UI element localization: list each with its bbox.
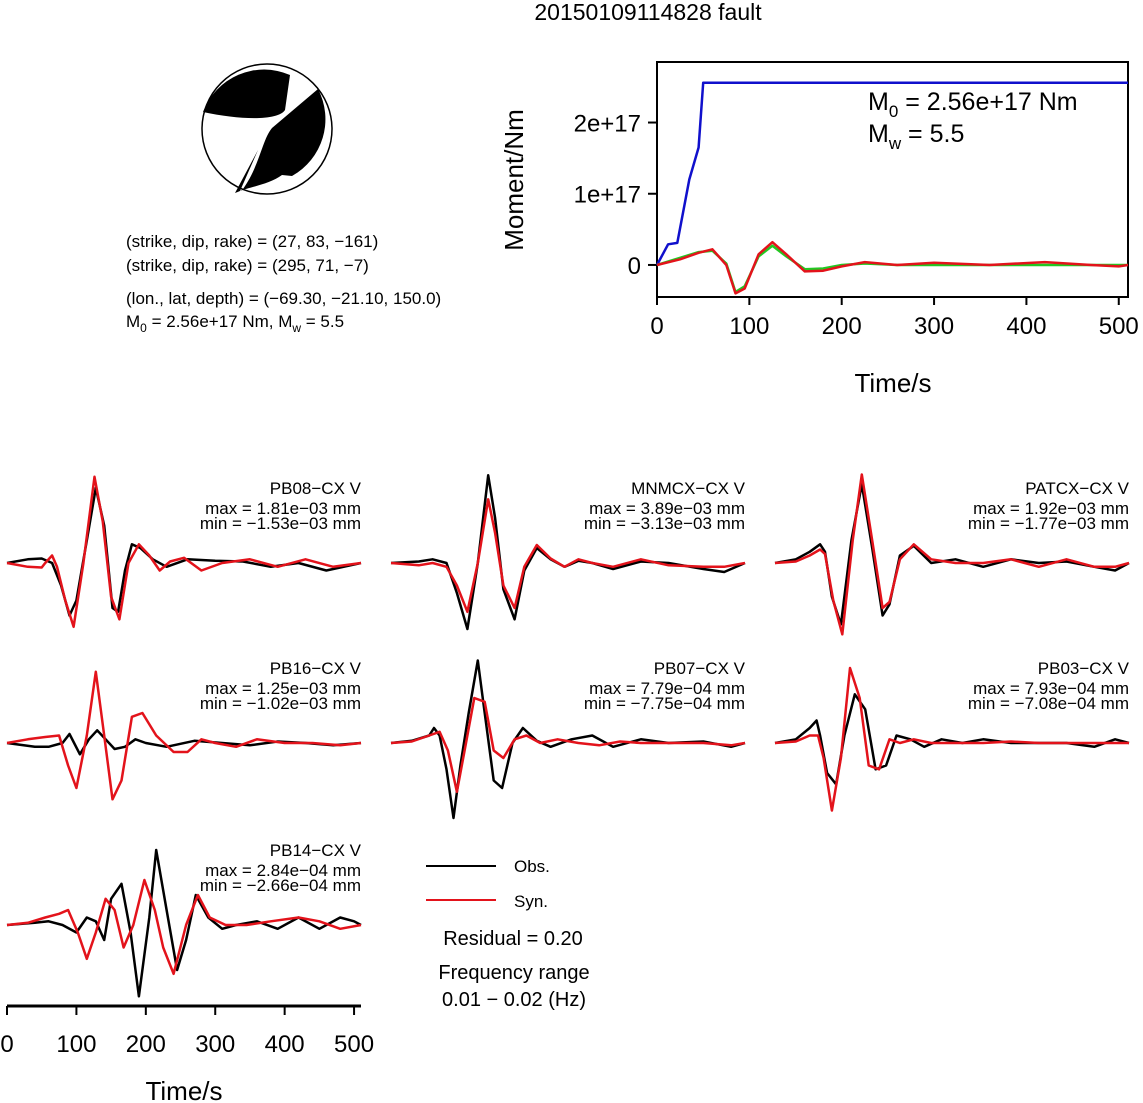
station-min: min = −7.75e−04 mm (584, 694, 745, 713)
waveform-time-axis: Time/s 0 100 200 300 400 500 (0, 1004, 374, 1103)
beachball-compressional-lower (240, 89, 326, 191)
moment-y-tick-label: 1e+17 (574, 182, 641, 209)
moment-annotation-mw: Mw = 5.5 (868, 120, 964, 153)
moment-x-axis-label: Time/s (854, 368, 931, 398)
moment-function-line (655, 81, 1128, 266)
moment-x-tick-label: 500 (1099, 313, 1139, 340)
observed-trace (6, 848, 362, 998)
moment-x-tick-label: 100 (729, 313, 769, 340)
moment-y-tick-label: 0 (628, 253, 641, 280)
synthetic-moment-trace (656, 240, 1129, 295)
moment-x-axis: 0 100 200 300 400 500 (650, 297, 1139, 340)
station-max: max = 3.89e−03 mm (589, 499, 745, 518)
figure-title: 20150109114828 fault (534, 0, 762, 25)
beachball-compressional-upper (203, 69, 290, 119)
moment-x-tick-label: 200 (822, 313, 862, 340)
plane2-text: (strike, dip, rake) = (295, 71, −7) (126, 256, 369, 275)
station-min: min = −1.02e−03 mm (200, 694, 361, 713)
waveform-x-tick-label: 500 (334, 1031, 374, 1058)
synthetic-trace (6, 475, 362, 629)
station-max: max = 7.93e−04 mm (973, 679, 1129, 698)
source-info: (strike, dip, rake) = (27, 83, −161) (st… (126, 232, 441, 335)
moment-annotation-m0: M0 = 2.56e+17 Nm (868, 88, 1078, 121)
station-name: MNMCX−CX V (631, 479, 745, 498)
moment-x-tick-label: 300 (914, 313, 954, 340)
station-min: min = −1.53e−03 mm (200, 514, 361, 533)
station-name: PB03−CX V (1038, 659, 1130, 678)
moment-y-axis-label: Moment/Nm (499, 109, 529, 251)
synthetic-trace (774, 666, 1129, 812)
location-text: (lon., lat, depth) = (−69.30, −21.10, 15… (126, 289, 441, 308)
synthetic-trace (390, 498, 746, 614)
beachball (201, 63, 333, 195)
moment-y-axis: 0 1e+17 2e+17 (574, 111, 657, 280)
waveform-x-tick-label: 0 (0, 1031, 13, 1058)
synthetic-trace (6, 878, 362, 976)
station-min: min = −3.13e−03 mm (584, 514, 745, 533)
station-name: PB08−CX V (270, 479, 362, 498)
station-name: PATCX−CX V (1025, 479, 1129, 498)
waveform-x-tick-label: 400 (265, 1031, 305, 1058)
observed-trace (6, 729, 362, 756)
moment-y-tick-label: 2e+17 (574, 111, 641, 138)
station-max: max = 1.25e−03 mm (205, 679, 361, 698)
frequency-range-value: 0.01 − 0.02 (Hz) (442, 989, 586, 1011)
legend-syn-label: Syn. (514, 892, 548, 911)
station-min: min = −7.08e−04 mm (968, 694, 1129, 713)
station-max: max = 1.81e−03 mm (205, 499, 361, 518)
legend-obs-label: Obs. (514, 857, 550, 876)
station-max: max = 7.79e−04 mm (589, 679, 745, 698)
waveform-x-tick-label: 300 (195, 1031, 235, 1058)
synthetic-trace (6, 670, 362, 801)
waveform-x-axis-label: Time/s (145, 1076, 222, 1103)
station-min: min = −2.66e−04 mm (200, 876, 361, 895)
synthetic-trace (390, 696, 746, 794)
residual-text: Residual = 0.20 (443, 928, 583, 950)
synthetic-trace (774, 473, 1130, 636)
station-max: max = 1.92e−03 mm (973, 499, 1129, 518)
beachball-wedge (235, 150, 258, 193)
magnitude-text: M0 = 2.56e+17 Nm, Mw = 5.5 (126, 312, 344, 335)
frequency-range-label: Frequency range (438, 962, 589, 984)
waveform-x-tick-label: 200 (126, 1031, 166, 1058)
moment-series (655, 81, 1129, 295)
station-name: PB14−CX V (270, 841, 362, 860)
station-max: max = 2.84e−04 mm (205, 861, 361, 880)
plane1-text: (strike, dip, rake) = (27, 83, −161) (126, 232, 378, 251)
station-name: PB07−CX V (654, 659, 746, 678)
observed-trace (390, 659, 746, 820)
legend: Obs. Syn. (426, 857, 550, 911)
beachball-outline (201, 63, 333, 195)
moment-x-tick-label: 0 (650, 313, 663, 340)
waveform-x-tick-label: 100 (56, 1031, 96, 1058)
moment-plot-frame (656, 61, 1129, 298)
moment-x-tick-label: 400 (1006, 313, 1046, 340)
station-min: min = −1.77e−03 mm (968, 514, 1129, 533)
moment-rate-panel: 0 1e+17 2e+17 0 100 200 300 400 500 Moment/Nm T… (499, 61, 1139, 398)
observed-trace (774, 483, 1130, 626)
station-name: PB16−CX V (270, 659, 362, 678)
